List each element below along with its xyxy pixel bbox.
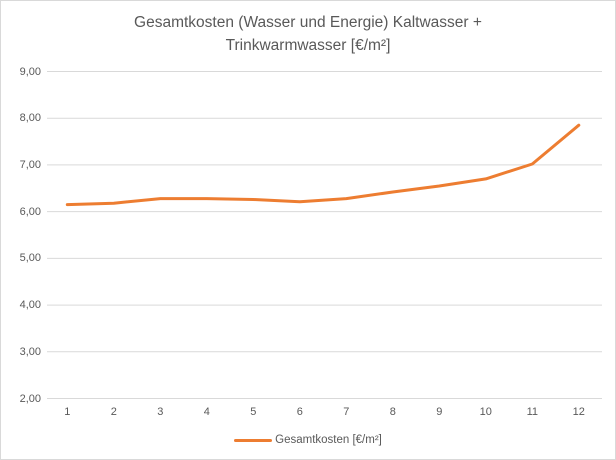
y-axis-tick-label: 7,00	[19, 158, 41, 171]
x-axis-tick-label: 8	[389, 406, 396, 418]
y-axis-tick-label: 2,00	[19, 392, 41, 405]
y-axis-tick-label: 3,00	[19, 345, 41, 358]
x-axis-tick-label: 1	[64, 406, 71, 418]
x-axis-tick-label: 11	[526, 406, 539, 418]
x-axis-tick-label: 4	[203, 406, 210, 418]
x-axis-tick-label: 3	[157, 406, 164, 418]
series-line-gesamtkosten	[65, 123, 581, 207]
chart-title-line-2: Trinkwarmwasser [€/m²]	[225, 37, 391, 54]
legend-line-icon	[234, 438, 273, 442]
x-axis-tick-label: 7	[343, 406, 350, 418]
x-axis-tick-label: 5	[250, 406, 257, 418]
legend-label: Gesamtkosten [€/m²]	[275, 434, 382, 446]
x-axis-tick-label: 2	[110, 406, 117, 418]
x-axis-tick-label: 12	[572, 406, 585, 418]
x-axis-tick-label: 9	[436, 406, 443, 418]
x-axis-tick-label: 10	[479, 406, 492, 418]
chart-title-line-1: Gesamtkosten (Wasser und Energie) Kaltwa…	[134, 14, 482, 31]
y-axis-tick-label: 4,00	[19, 299, 41, 312]
legend: Gesamtkosten [€/m²]	[1, 433, 615, 447]
chart-title: Gesamtkosten (Wasser und Energie) Kaltwa…	[1, 11, 615, 57]
y-axis-tick-label: 8,00	[19, 112, 41, 125]
y-axis-tick-label: 9,00	[19, 65, 41, 78]
y-axis-tick-label: 5,00	[19, 252, 41, 265]
x-axis-tick-label: 6	[296, 406, 303, 418]
y-axis-tick-label: 6,00	[19, 205, 41, 218]
